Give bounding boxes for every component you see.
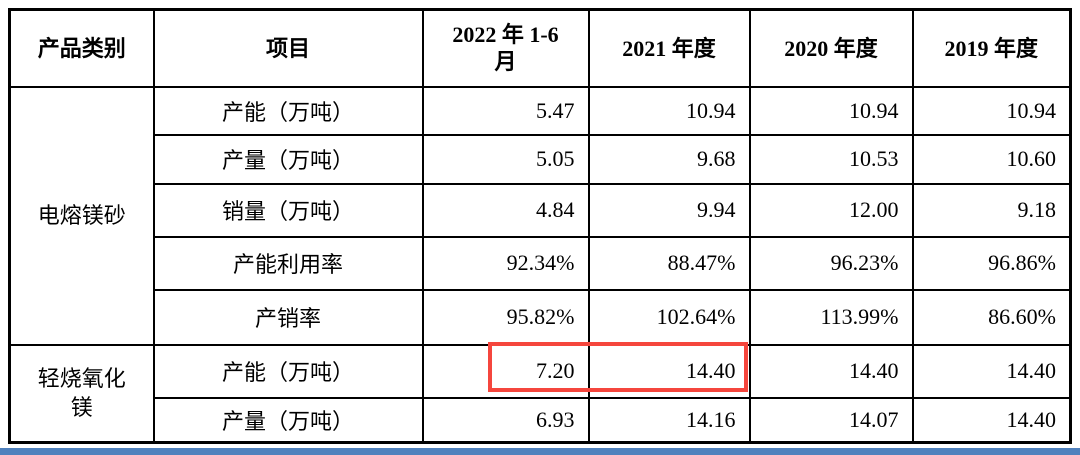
value-cell: 92.34%: [421, 235, 590, 291]
header-period-2022: 2022 年 1-6 月: [421, 8, 590, 88]
category-label: 电熔镁砂: [37, 202, 126, 228]
table-row: 销量（万吨） 4.84 9.94 12.00 9.18: [10, 182, 1072, 238]
bottom-accent-bar: [0, 448, 1080, 455]
item-cell: 产销率: [152, 288, 424, 346]
item-cell: 产能（万吨）: [152, 85, 424, 136]
value-cell: 10.60: [911, 133, 1072, 185]
value-cell: 14.40: [748, 343, 914, 399]
value-cell: 5.47: [421, 85, 590, 136]
header-period-2020: 2020 年度: [748, 8, 914, 88]
header-period-2022-label: 2022 年 1-6 月: [452, 21, 559, 75]
table-row: 产销率 95.82% 102.64% 113.99% 86.60%: [10, 288, 1072, 346]
item-cell: 产量（万吨）: [152, 133, 424, 185]
value-cell: 10.53: [748, 133, 914, 185]
header-row: 产品类别 项目 2022 年 1-6 月 2021 年度 2020 年度 201…: [8, 8, 1072, 88]
header-period-2019: 2019 年度: [911, 8, 1072, 88]
header-period-2020-label: 2020 年度: [784, 35, 878, 61]
value-cell: 95.82%: [421, 288, 590, 346]
value-cell: 12.00: [748, 182, 914, 238]
header-period-2021: 2021 年度: [587, 8, 751, 88]
table-row: 电熔镁砂 产能（万吨） 5.47 10.94 10.94 10.94: [8, 85, 1072, 346]
table-row: 轻烧氧化镁 产能（万吨） 7.20 14.40 14.40 14.40: [8, 343, 1072, 444]
item-cell: 销量（万吨）: [152, 182, 424, 238]
header-category-label: 产品类别: [37, 35, 126, 61]
value-cell: 5.05: [421, 133, 590, 185]
value-cell: 6.93: [421, 396, 590, 444]
value-cell: 14.16: [587, 396, 751, 444]
table-row: 产量（万吨） 5.05 9.68 10.53 10.60: [10, 133, 1072, 185]
item-cell: 产能（万吨）: [152, 343, 424, 399]
value-cell: 10.94: [587, 85, 751, 136]
header-period-2019-label: 2019 年度: [944, 35, 1038, 61]
value-cell: 9.94: [587, 182, 751, 238]
value-cell: 9.68: [587, 133, 751, 185]
category-label: 轻烧氧化镁: [37, 365, 126, 421]
item-cell: 产量（万吨）: [152, 396, 424, 444]
header-item: 项目: [152, 8, 424, 88]
value-cell: 14.40: [911, 343, 1072, 399]
value-cell: 96.23%: [748, 235, 914, 291]
value-cell: 10.94: [911, 85, 1072, 136]
category-cell-fused-magnesia: 电熔镁砂: [8, 85, 155, 346]
production-capacity-table: 产品类别 项目 2022 年 1-6 月 2021 年度 2020 年度 201…: [8, 8, 1072, 444]
value-cell-highlighted: 7.20: [421, 343, 590, 399]
category-cell-light-burned-magnesia: 轻烧氧化镁: [8, 343, 155, 444]
value-cell: 14.40: [911, 396, 1072, 444]
value-cell-highlighted: 14.40: [587, 343, 751, 399]
value-cell: 88.47%: [587, 235, 751, 291]
value-cell: 10.94: [748, 85, 914, 136]
value-cell: 86.60%: [911, 288, 1072, 346]
header-period-2021-label: 2021 年度: [622, 35, 716, 61]
header-item-label: 项目: [265, 35, 310, 61]
value-cell: 96.86%: [911, 235, 1072, 291]
table-row: 产能利用率 92.34% 88.47% 96.23% 96.86%: [10, 235, 1072, 291]
header-category: 产品类别: [8, 8, 155, 88]
item-cell: 产能利用率: [152, 235, 424, 291]
table-row: 产量（万吨） 6.93 14.16 14.07 14.40: [10, 396, 1072, 444]
value-cell: 4.84: [421, 182, 590, 238]
value-cell: 113.99%: [748, 288, 914, 346]
value-cell: 102.64%: [587, 288, 751, 346]
value-cell: 14.07: [748, 396, 914, 444]
value-cell: 9.18: [911, 182, 1072, 238]
